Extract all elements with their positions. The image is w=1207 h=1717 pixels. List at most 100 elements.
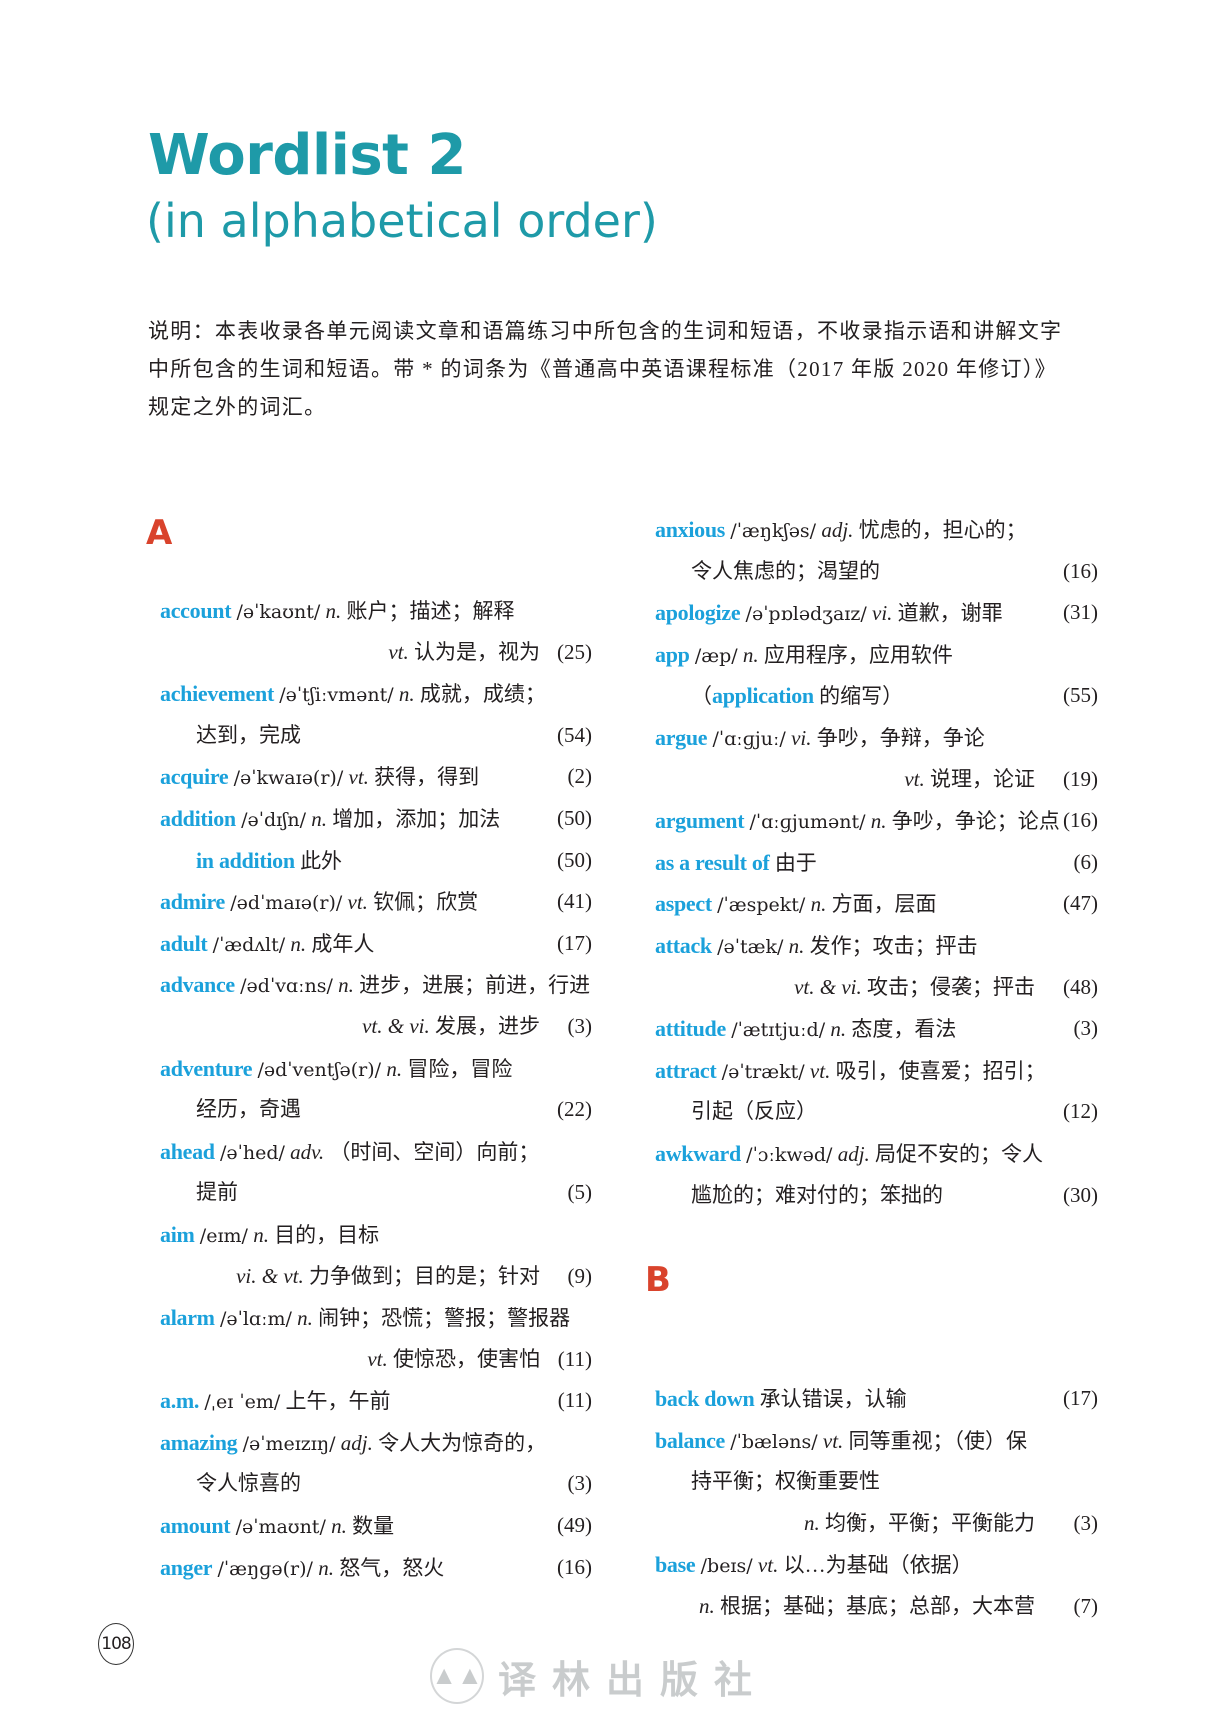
part-of-speech: n.: [318, 1555, 334, 1580]
entry-line: argument /ˈɑːɡjumənt/ n. 争吵，争论；论点 (16): [655, 800, 1098, 842]
meaning: 冒险，冒险: [407, 1056, 513, 1081]
headword: argue: [655, 724, 708, 750]
entry-continuation-line: vt. & vi. 发展，进步 (3): [160, 1006, 600, 1048]
entry-line: account /əˈkaʊnt/ n. 账户；描述；解释: [160, 590, 600, 632]
part-of-speech: n.: [788, 933, 805, 958]
entry-continuation-line: in addition 此外 (50): [160, 840, 600, 882]
meaning: 提前: [196, 1180, 238, 1205]
phonetic: /ˌeɪ ˈem/: [204, 1391, 281, 1414]
publisher-watermark: ▲▲ 译林出版社: [430, 1648, 768, 1704]
phonetic: /əˈlɑːm/: [219, 1308, 292, 1331]
meaning: 使惊恐，使害怕: [393, 1346, 540, 1371]
part-of-speech: vt.: [347, 890, 368, 915]
meaning: 由于: [774, 850, 817, 875]
phonetic: /əˈtʃiːvmənt/: [279, 684, 394, 707]
entry-line: adventure /ədˈventʃə(r)/ n. 冒险，冒险: [160, 1048, 600, 1090]
part-of-speech: n.: [311, 806, 328, 831]
headword: attack: [655, 932, 712, 958]
headword: alarm: [160, 1305, 215, 1331]
meaning: 态度，看法: [851, 1017, 957, 1042]
entry-line: aspect /ˈæspekt/ n. 方面，层面 (47): [655, 883, 1098, 925]
part-of-speech: adv.: [290, 1139, 325, 1164]
meaning: 方面，层面: [831, 892, 937, 917]
unit-number: (9): [567, 1263, 593, 1288]
meaning: 引起（反应）: [691, 1099, 817, 1124]
meaning: 认为是，视为: [414, 639, 540, 664]
meaning: 成年人: [311, 931, 375, 956]
unit-number: (54): [557, 722, 592, 747]
entry-line: balance /ˈbæləns/ vt. 同等重视；（使）保: [655, 1420, 1095, 1462]
part-of-speech: vt.: [348, 765, 369, 790]
meaning: 令人焦虑的；渴望的: [691, 558, 880, 583]
headword: apologize: [655, 600, 741, 626]
phrase-headword: in addition: [196, 847, 295, 873]
unit-number: (41): [557, 889, 592, 914]
entry-line: a.m. /ˌeɪ ˈem/ 上午，午前 (11): [160, 1380, 600, 1422]
meaning: 怒气，怒火: [339, 1555, 445, 1580]
meaning: 争吵，争辩，争论: [816, 725, 985, 750]
entry-line: aim /eɪm/ n. 目的，目标: [160, 1214, 600, 1256]
headword: addition: [160, 805, 236, 831]
meaning: 数量: [352, 1514, 395, 1539]
entry-line: base /beɪs/ vt. 以…为基础（依据）: [655, 1544, 1095, 1586]
entry-continuation-line: vt. 认为是，视为 (25): [160, 632, 600, 674]
unit-number: (12): [1063, 1099, 1098, 1124]
meaning: 说理，论证: [930, 766, 1035, 791]
meaning: 账户；描述；解释: [346, 599, 515, 623]
headword: ahead: [160, 1138, 215, 1164]
unit-number: (48): [1063, 974, 1098, 999]
entry-continuation-line: 达到，完成 (54): [160, 715, 600, 757]
part-of-speech: adj.: [340, 1430, 373, 1455]
part-of-speech: vi.: [791, 725, 812, 750]
meaning: （时间、空间）向前；: [329, 1139, 540, 1164]
meaning: 均衡，平衡；平衡能力: [825, 1510, 1035, 1535]
unit-number: (17): [1063, 1386, 1098, 1411]
unit-number: (6): [1073, 849, 1099, 874]
entry-line: amazing /əˈmeɪzɪŋ/ adj. 令人大为惊奇的，: [160, 1422, 600, 1464]
headword: base: [655, 1552, 696, 1578]
headword: advance: [160, 972, 235, 998]
publisher-name: 译林出版社: [498, 1656, 769, 1702]
phonetic: /ˈæŋkʃəs/: [730, 520, 817, 542]
entry-continuation-line: 提前 (5): [160, 1172, 600, 1214]
unit-number: (3): [1073, 1510, 1099, 1535]
phonetic: /ədˈmaɪə(r)/: [230, 892, 343, 915]
headword: attract: [655, 1057, 717, 1083]
phonetic: /ˈɔːkwəd/: [746, 1143, 833, 1166]
unit-number: (16): [1063, 558, 1098, 583]
headword: app: [655, 641, 690, 667]
wordlist-column-left: account /əˈkaʊnt/ n. 账户；描述；解释 vt. 认为是，视为 (…: [160, 590, 600, 1588]
entry-continuation-line: n. 均衡，平衡；平衡能力 (3): [655, 1503, 1098, 1545]
headword: balance: [655, 1427, 726, 1453]
phonetic: /ˈædʌlt/: [212, 933, 286, 956]
headword: aspect: [655, 891, 712, 917]
unit-number: (5): [567, 1180, 593, 1205]
entry-line: addition /əˈdɪʃn/ n. 增加，添加；加法 (50): [160, 798, 600, 840]
phonetic: /eɪm/: [199, 1224, 248, 1247]
phonetic: /beɪs/: [700, 1555, 753, 1578]
entry-line: attitude /ˈætɪtjuːd/ n. 态度，看法 (3): [655, 1008, 1098, 1050]
meaning: 闹钟；恐慌；警报；警报器: [318, 1306, 571, 1331]
entry-line: adult /ˈædʌlt/ n. 成年人 (17): [160, 923, 600, 965]
part-of-speech: n.: [325, 599, 342, 623]
pine-trees-logo-icon: ▲▲: [430, 1648, 484, 1704]
page-subtitle: (in alphabetical order): [146, 194, 658, 248]
part-of-speech: adj.: [821, 518, 854, 542]
meaning: 上午，午前: [285, 1389, 391, 1414]
entry-continuation-line: 令人焦虑的；渴望的 (16): [655, 551, 1098, 593]
meaning: 局促不安的；令人: [875, 1141, 1044, 1166]
phonetic: /ədˈventʃə(r)/: [257, 1058, 382, 1081]
unit-number: (3): [1073, 1016, 1099, 1041]
phonetic: /əˈdɪʃn/: [241, 808, 307, 831]
meaning: 持平衡；权衡重要性: [691, 1469, 880, 1494]
unit-number: (47): [1063, 891, 1098, 916]
entry-line: admire /ədˈmaɪə(r)/ vt. 钦佩；欣赏 (41): [160, 881, 600, 923]
headword: awkward: [655, 1140, 741, 1166]
part-of-speech: n.: [297, 1306, 313, 1331]
entry-line: argue /ˈɑːɡjuː/ vi. 争吵，争辩，争论: [655, 717, 1095, 759]
entry-continuation-line: 尴尬的；难对付的；笨拙的 (30): [655, 1175, 1098, 1217]
unit-number: (50): [557, 847, 592, 872]
unit-number: (19): [1063, 766, 1098, 791]
headword: as a result of: [655, 849, 770, 875]
entry-continuation-line: 令人惊喜的 (3): [160, 1463, 600, 1505]
